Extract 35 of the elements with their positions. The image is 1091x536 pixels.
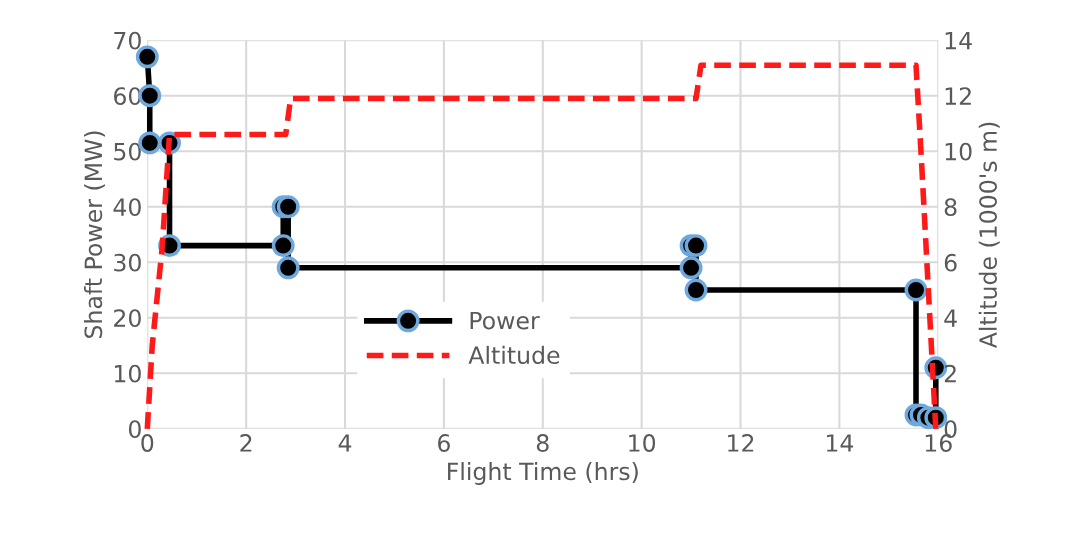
y2-tick-label: 10	[945, 142, 972, 161]
y2-tick-label: 2	[944, 364, 956, 383]
y2-axis-title: Altitude (1000's m)	[978, 122, 1000, 349]
x-tick-label: 4	[338, 434, 352, 452]
point	[684, 234, 708, 258]
y-tick-label: 70	[114, 31, 141, 50]
point	[271, 234, 295, 258]
y-tick-label: 20	[114, 309, 141, 328]
legend-label: Power	[470, 311, 540, 330]
y-axis-title: Shaft Power (MW)	[83, 131, 106, 338]
x-tick-label: 14	[826, 434, 854, 452]
point	[276, 256, 300, 280]
x-tick-label: 8	[536, 434, 549, 452]
y-tick-label: 50	[114, 142, 141, 161]
x-tick-label: 10	[629, 434, 656, 452]
point	[684, 278, 708, 302]
y2-tick-label: 6	[944, 253, 957, 272]
x-tick-label: 0	[141, 434, 154, 452]
y2-tick-label: 4	[944, 309, 957, 327]
x-tick-label: 12	[728, 434, 754, 452]
x-tick-label: 6	[438, 434, 450, 452]
point	[679, 256, 703, 280]
legend-label: Altitude	[468, 345, 560, 365]
point	[138, 84, 162, 108]
y2-tick-label: 12	[945, 87, 971, 105]
y-tick-label: 30	[114, 253, 141, 272]
x-tick-label: 2	[240, 434, 252, 452]
y2-tick-label: 8	[944, 198, 957, 217]
point	[276, 195, 300, 219]
y-tick-label: 0	[128, 420, 141, 439]
point	[904, 278, 928, 302]
y2-tick-label: 14	[945, 31, 972, 50]
y-tick-label: 40	[113, 198, 141, 217]
x-axis-title: Flight Time (hrs)	[448, 462, 638, 485]
y-tick-label: 10	[114, 364, 141, 383]
